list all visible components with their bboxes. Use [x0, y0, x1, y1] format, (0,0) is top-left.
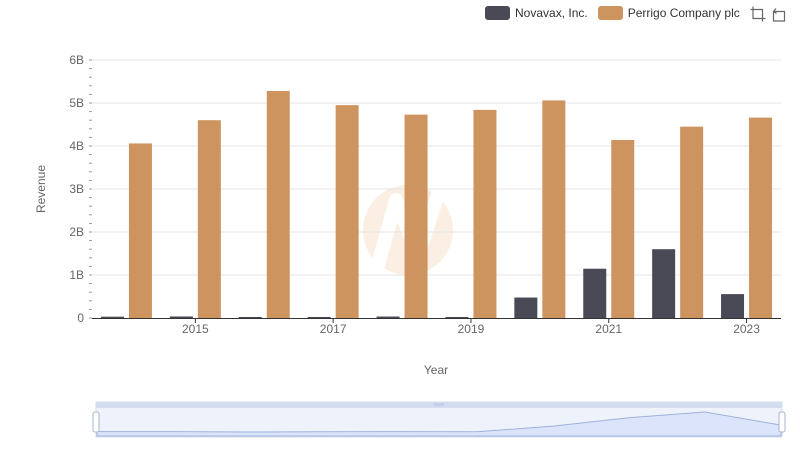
restore-icon[interactable] — [770, 6, 786, 22]
x-tick-label: 2019 — [458, 322, 485, 336]
bar-novavax-2021[interactable] — [583, 268, 607, 318]
legend-swatch-novavax — [485, 6, 510, 20]
x-tick-label: 2015 — [182, 322, 209, 336]
bar-perrigo-2017[interactable] — [335, 105, 359, 319]
bar-novavax-2023[interactable] — [721, 294, 745, 318]
legend: Novavax, Inc. Perrigo Company plc — [485, 4, 750, 22]
bar-novavax-2014[interactable] — [100, 316, 124, 318]
bar-perrigo-2019[interactable] — [473, 109, 497, 318]
bar-perrigo-2021[interactable] — [611, 139, 635, 318]
y-axis-label: Revenue — [34, 165, 48, 213]
y-tick-label: 4B — [69, 139, 84, 153]
legend-label-novavax: Novavax, Inc. — [515, 6, 588, 20]
bar-perrigo-2018[interactable] — [404, 114, 428, 318]
bar-novavax-2022[interactable] — [652, 249, 676, 318]
bar-novavax-2019[interactable] — [445, 317, 469, 318]
y-tick-label: 1B — [69, 268, 84, 282]
x-axis-label: Year — [424, 363, 448, 377]
bar-perrigo-2015[interactable] — [197, 120, 221, 318]
bar-novavax-2018[interactable] — [376, 316, 400, 318]
legend-swatch-perrigo — [597, 6, 623, 20]
bar-perrigo-2016[interactable] — [266, 90, 290, 319]
y-tick-label: 0 — [77, 311, 84, 325]
data-zoom-right-handle[interactable] — [778, 411, 786, 433]
toolbox — [746, 6, 786, 22]
bar-perrigo-2014[interactable] — [128, 143, 152, 318]
bar-perrigo-2020[interactable] — [542, 100, 566, 318]
x-tick-label: 2017 — [320, 322, 347, 336]
data-zoom-left-handle[interactable] — [92, 411, 100, 433]
bar-novavax-2020[interactable] — [514, 297, 538, 318]
legend-item-perrigo[interactable]: Perrigo Company plc — [597, 6, 740, 20]
bar-novavax-2016[interactable] — [238, 317, 262, 318]
y-tick-label: 6B — [69, 53, 84, 67]
bar-novavax-2015[interactable] — [169, 316, 193, 318]
data-zoom-slider[interactable] — [92, 401, 786, 438]
y-tick-label: 5B — [69, 96, 84, 110]
bar-perrigo-2022[interactable] — [680, 126, 704, 319]
bar-novavax-2017[interactable] — [307, 316, 331, 318]
data-zoom-grip[interactable] — [434, 403, 444, 406]
bar-perrigo-2023[interactable] — [749, 117, 773, 319]
data-zoom-icon[interactable] — [750, 6, 766, 22]
x-tick-label: 2021 — [595, 322, 622, 336]
legend-item-novavax[interactable]: Novavax, Inc. — [485, 6, 588, 20]
y-tick-label: 3B — [69, 182, 84, 196]
legend-label-perrigo: Perrigo Company plc — [627, 6, 740, 20]
y-tick-label: 2B — [69, 225, 84, 239]
x-tick-label: 2023 — [733, 322, 760, 336]
